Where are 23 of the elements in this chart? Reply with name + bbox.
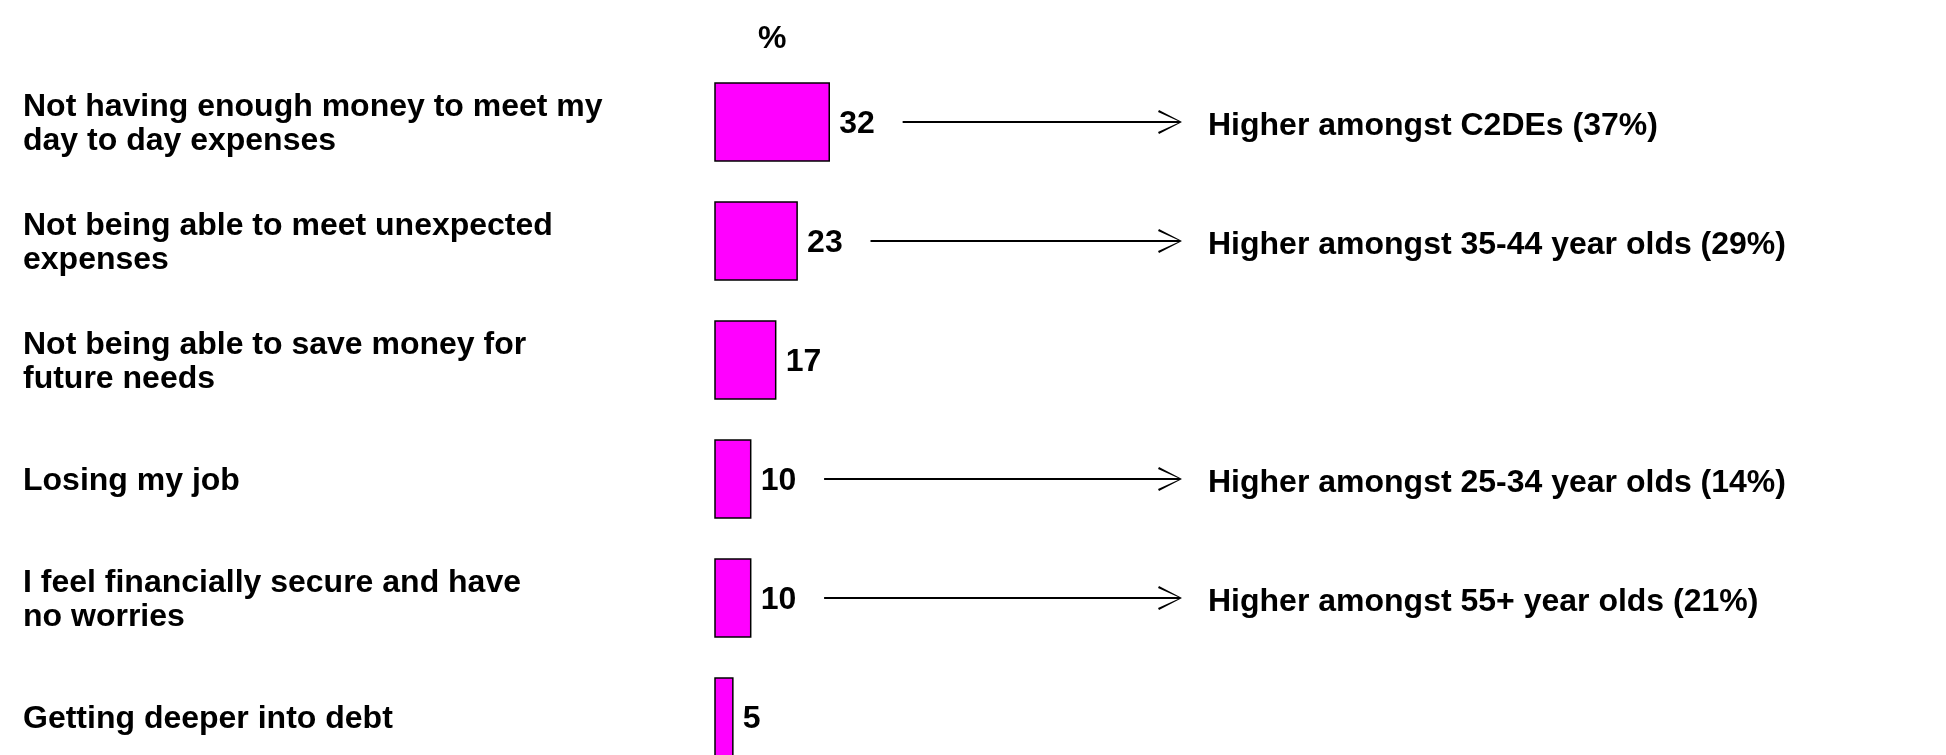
bar (714, 201, 798, 281)
data-label: 32 (839, 104, 875, 140)
bar (714, 439, 752, 519)
data-label: 17 (785, 342, 822, 378)
bar (714, 558, 752, 638)
bar (714, 677, 734, 755)
text: Higher amongst C2DEs (37%) (1208, 106, 1658, 142)
y-tick-label: Not being able to meet unexpected expenses (23, 206, 553, 276)
data-label: 10 (760, 461, 797, 497)
y-tick-label: Losing my job (23, 461, 240, 497)
y-tick-label: Not being able to save money for future needs (23, 325, 527, 395)
text: Higher amongst 35-44 year olds (29%) (1208, 225, 1786, 261)
data-label: 5 (742, 699, 761, 735)
bar (714, 320, 777, 400)
y-tick-label: Getting deeper into debt (23, 699, 394, 735)
text: Higher amongst 55+ year olds (21%) (1208, 582, 1759, 618)
y-tick-label: I feel financially secure and have no worries (23, 563, 521, 633)
y-tick-label: Not having enough money to meet my day to day expenses (23, 87, 603, 157)
data-label: 10 (760, 580, 797, 616)
x-axis-title: % (757, 19, 787, 55)
data-label: 23 (807, 223, 843, 259)
text: Higher amongst 25-34 year olds (14%) (1208, 463, 1786, 499)
bar (714, 82, 830, 162)
